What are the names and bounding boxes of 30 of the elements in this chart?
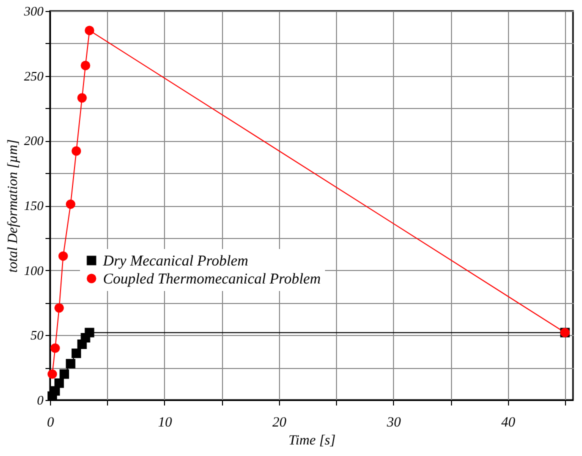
point <box>66 199 76 209</box>
point <box>58 251 68 261</box>
y-tick-label: 250 <box>24 68 44 84</box>
y-tick-label: 150 <box>24 198 44 213</box>
x-tick-label: 20 <box>272 416 286 430</box>
legend-label: Coupled Thermomecanical Problem <box>103 272 321 288</box>
y-tick-label: 200 <box>24 133 44 148</box>
point <box>84 26 94 36</box>
x-tick-label: 0 <box>47 416 54 430</box>
x-tick-label: 30 <box>386 416 401 430</box>
y-axis-title: total Deformation [µm] <box>6 139 21 273</box>
point <box>66 358 76 368</box>
legend-label: Dry Mecanical Problem <box>102 254 248 270</box>
y-tick-label: 300 <box>23 4 44 18</box>
x-tick-label: 10 <box>158 416 172 430</box>
point <box>48 369 58 379</box>
y-tick-label: 50 <box>30 328 44 343</box>
point <box>80 60 90 70</box>
point <box>50 343 60 353</box>
point <box>60 369 70 379</box>
point <box>54 378 64 388</box>
point <box>84 328 94 338</box>
point <box>72 348 82 358</box>
x-tick-label: 40 <box>501 416 516 430</box>
y-tick-label: 0 <box>37 392 44 408</box>
point <box>77 93 87 103</box>
y-tick-label: 100 <box>24 262 44 278</box>
point <box>72 146 82 156</box>
x-axis-title: Time [s] <box>288 434 336 448</box>
point <box>54 303 64 313</box>
